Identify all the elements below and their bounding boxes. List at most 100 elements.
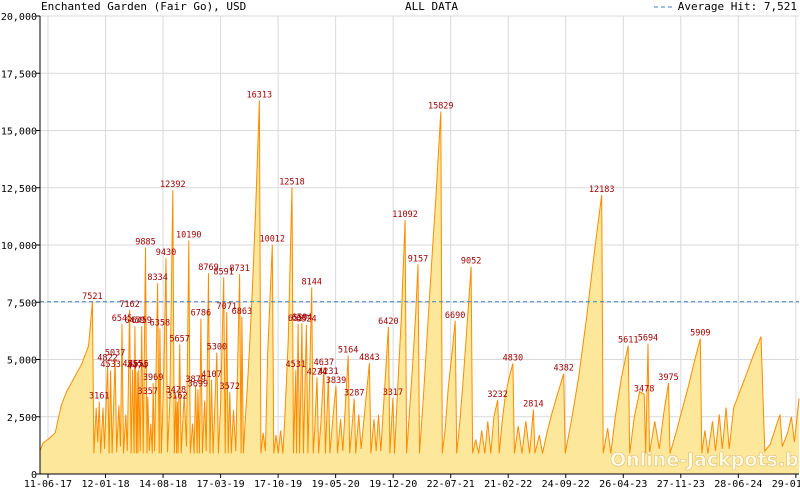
y-tick-label: 15,000 xyxy=(1,127,37,138)
peak-label: 2814 xyxy=(523,400,543,410)
series-line xyxy=(39,100,800,454)
x-tick-label: 19-12-20 xyxy=(369,479,417,490)
x-tick-label: 28-06-24 xyxy=(714,479,762,490)
peak-label: 3161 xyxy=(89,392,109,402)
peak-label: 5611 xyxy=(618,336,638,346)
peak-label: 3839 xyxy=(326,376,346,386)
peak-label: 9157 xyxy=(408,254,428,264)
peak-label: 9430 xyxy=(156,248,176,258)
peak-label: 8731 xyxy=(229,264,249,274)
peak-label: 6557 xyxy=(288,314,308,324)
peak-label: 4224 xyxy=(307,367,327,377)
x-tick-label: 17-10-19 xyxy=(254,479,302,490)
peak-label: 3162 xyxy=(167,392,187,402)
peak-label: 6584 xyxy=(292,313,312,323)
legend-label: Average Hit: 7,521 xyxy=(677,0,797,13)
peak-label: 6358 xyxy=(150,318,170,328)
peak-label: 7071 xyxy=(216,302,236,312)
peak-label: 4533 xyxy=(100,360,120,370)
peak-label: 8769 xyxy=(198,263,218,273)
watermark: Online-Jackpots.biz xyxy=(610,449,800,471)
peak-label: 5164 xyxy=(338,346,358,356)
peak-label: 4843 xyxy=(359,353,379,363)
x-tick-label: 11-06-17 xyxy=(24,479,72,490)
peak-label: 10190 xyxy=(176,231,202,241)
peak-label: 6420 xyxy=(378,317,398,327)
peak-label: 3478 xyxy=(634,384,654,394)
peak-label: 3428 xyxy=(166,385,186,395)
peak-label: 6459 xyxy=(125,316,145,326)
peak-label: 5694 xyxy=(638,334,658,344)
peak-label: 3572 xyxy=(220,382,240,392)
peak-label: 5909 xyxy=(690,329,710,339)
peak-label: 6459 xyxy=(131,316,151,326)
peak-label: 4531 xyxy=(286,360,306,370)
x-tick-label: 14-08-18 xyxy=(139,479,187,490)
peak-label: 8334 xyxy=(147,273,167,283)
y-tick-label: 5,000 xyxy=(7,356,37,367)
peak-label: 5657 xyxy=(169,334,189,344)
x-tick-label: 27-11-23 xyxy=(657,479,705,490)
x-tick-label: 22-07-21 xyxy=(427,479,475,490)
y-tick-label: 0 xyxy=(31,470,37,481)
peak-label: 4107 xyxy=(201,370,221,380)
peak-label: 4830 xyxy=(503,353,523,363)
x-tick-label: 17-03-19 xyxy=(196,479,244,490)
peak-label: 4555 xyxy=(128,360,148,370)
peak-label: 4231 xyxy=(318,367,338,377)
x-tick-label: 19-05-20 xyxy=(312,479,360,490)
y-tick-label: 2,500 xyxy=(7,413,37,424)
peak-label: 15829 xyxy=(428,102,454,112)
peak-label: 11092 xyxy=(392,210,418,220)
y-tick-label: 17,500 xyxy=(1,69,37,80)
y-tick-label: 10,000 xyxy=(1,241,37,252)
peak-label: 7162 xyxy=(119,300,139,310)
peak-label: 4637 xyxy=(314,358,334,368)
chart-title: Enchanted Garden (Fair Go), USD xyxy=(41,0,247,13)
peak-label: 6690 xyxy=(445,311,465,321)
series-area-fill xyxy=(40,100,799,475)
peak-label: 9052 xyxy=(461,257,481,267)
peak-label: 3317 xyxy=(383,388,403,398)
jackpot-area xyxy=(39,100,800,475)
y-tick-label: 12,500 xyxy=(1,184,37,195)
peak-label: 8144 xyxy=(301,278,321,288)
x-tick-label: 21-02-22 xyxy=(484,479,532,490)
peak-label: 5300 xyxy=(207,343,227,353)
peak-label: 4474 xyxy=(127,362,147,372)
peak-label: 3232 xyxy=(487,390,507,400)
x-tick-label: 29-01-25 xyxy=(772,479,800,490)
peak-label: 10012 xyxy=(259,235,285,245)
peak-label: 12518 xyxy=(279,177,305,187)
peak-label: 5037 xyxy=(105,349,125,359)
peak-label: 7521 xyxy=(82,292,102,302)
peak-label: 8591 xyxy=(213,267,233,277)
x-tick-label: 26-04-23 xyxy=(599,479,647,490)
peak-label: 4382 xyxy=(553,364,573,374)
peak-label: 4555 xyxy=(122,360,142,370)
x-tick-label: 12-01-18 xyxy=(81,479,129,490)
peak-label: 6863 xyxy=(232,307,252,317)
peak-label: 12392 xyxy=(160,180,186,190)
peak-label: 3969 xyxy=(143,373,163,383)
x-tick-label: 24-09-22 xyxy=(542,479,590,490)
peak-label: 3287 xyxy=(344,389,364,399)
peak-label: 3879 xyxy=(185,375,205,385)
y-tick-label: 20,000 xyxy=(1,12,37,23)
peak-label: 3357 xyxy=(138,387,158,397)
peak-label: 3699 xyxy=(188,379,208,389)
peak-label: 3975 xyxy=(658,373,678,383)
peak-label: 6545 xyxy=(112,314,132,324)
legend: Average Hit: 7,521 xyxy=(653,0,797,14)
legend-dash-icon xyxy=(653,6,674,8)
chart-subtitle: ALL DATA xyxy=(405,0,458,13)
y-tick-label: 7,500 xyxy=(7,298,37,309)
peak-label: 6524 xyxy=(296,315,316,325)
peak-label: 6786 xyxy=(191,309,211,319)
peak-label: 9885 xyxy=(135,238,155,248)
peak-label: 4822 xyxy=(97,354,117,364)
peak-label: 12183 xyxy=(589,185,615,195)
peak-label: 16313 xyxy=(247,90,273,100)
